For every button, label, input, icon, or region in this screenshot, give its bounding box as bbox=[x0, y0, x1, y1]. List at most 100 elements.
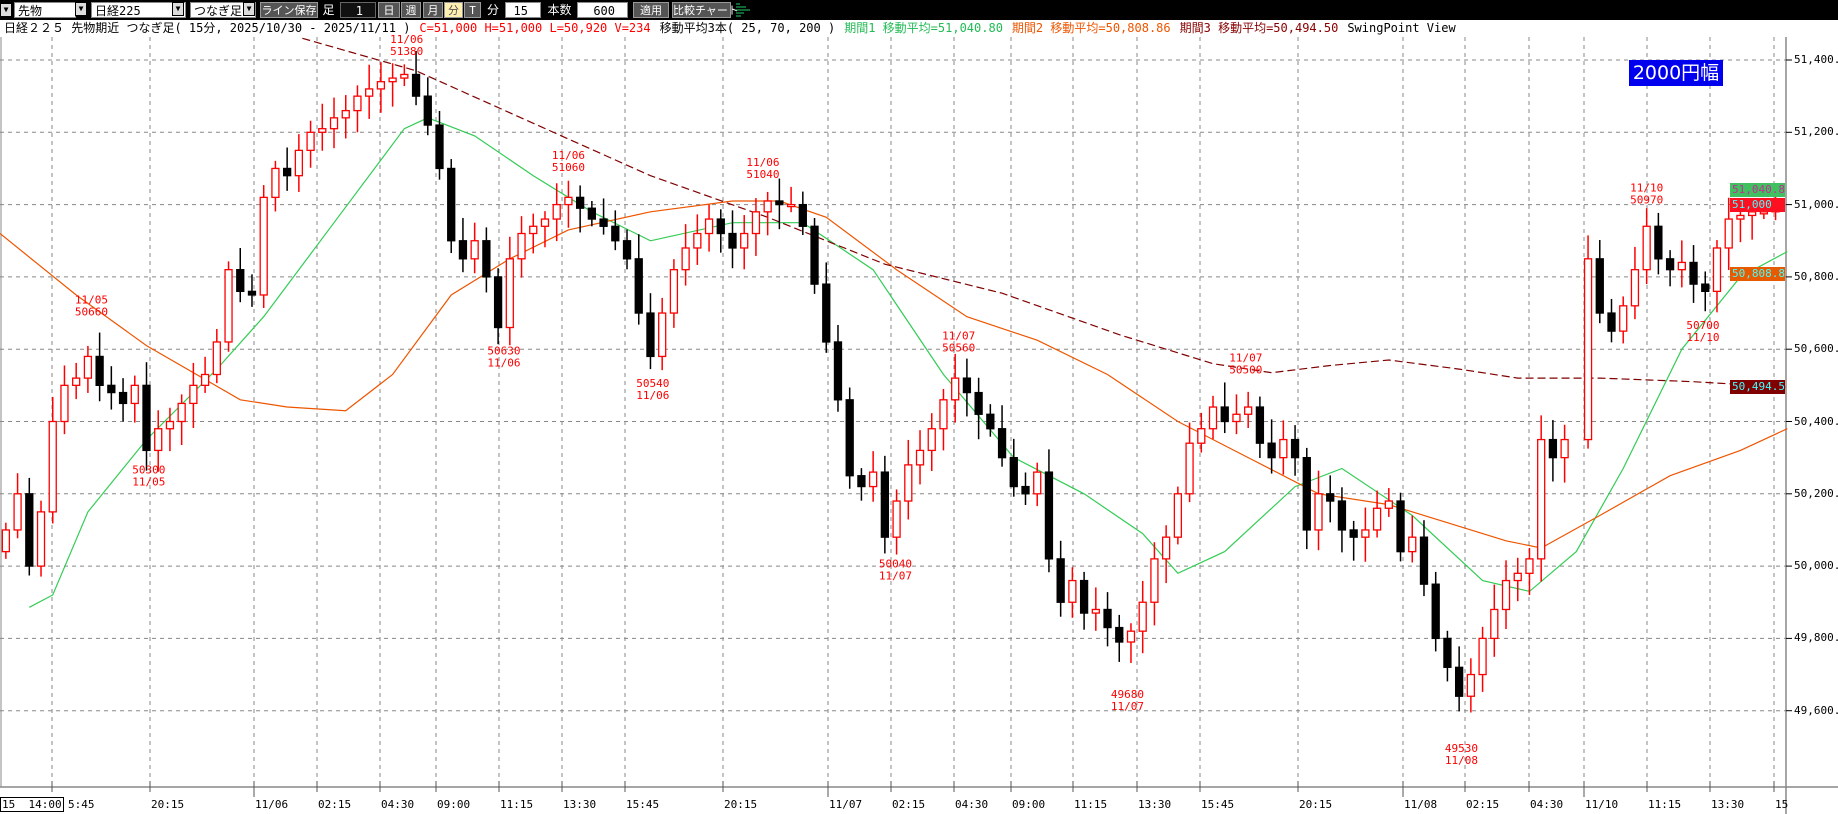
candle-body bbox=[974, 391, 983, 415]
candle-body bbox=[83, 355, 93, 379]
x-tick-label: 11/06 bbox=[255, 798, 289, 811]
swing-price-label: 50500 bbox=[1229, 363, 1262, 376]
week-button[interactable]: 週 bbox=[401, 2, 421, 18]
symbol-select[interactable]: 日経225 bbox=[91, 2, 186, 18]
candle-body bbox=[1208, 406, 1218, 430]
candle-body bbox=[1724, 218, 1733, 249]
candle bbox=[1267, 419, 1276, 474]
candle-body bbox=[107, 384, 116, 394]
ma3-readout: 期間3 移動平均=50,494.50 bbox=[1179, 21, 1339, 35]
candle-body bbox=[482, 240, 491, 278]
candle bbox=[1150, 542, 1159, 626]
candle bbox=[72, 362, 81, 400]
y-tick-label: 50,400.00 bbox=[1794, 414, 1838, 428]
candle bbox=[552, 183, 561, 242]
candle bbox=[1173, 486, 1183, 545]
chart-type-dropdown-icon[interactable]: ▼ bbox=[243, 2, 255, 16]
chart-type-select[interactable]: つなぎ足 bbox=[190, 2, 256, 18]
candle-body bbox=[1044, 471, 1054, 560]
candle-body bbox=[1466, 673, 1476, 697]
candle-body bbox=[282, 167, 292, 177]
candle-body bbox=[939, 399, 948, 430]
candle bbox=[48, 396, 57, 524]
candle bbox=[1220, 382, 1229, 434]
menu-dropdown-button[interactable]: ▼ bbox=[0, 3, 12, 17]
candle bbox=[165, 407, 175, 452]
candle bbox=[868, 451, 878, 502]
candle-body bbox=[693, 232, 702, 249]
candle-body bbox=[1021, 485, 1030, 495]
count-input[interactable]: 600 bbox=[577, 2, 628, 18]
candle bbox=[60, 365, 69, 435]
x-tick-label: 09:00 bbox=[1012, 798, 1046, 811]
candle-body bbox=[1033, 471, 1042, 495]
swing-price-label: 50660 bbox=[75, 306, 108, 319]
candle-body bbox=[1103, 608, 1112, 629]
candle bbox=[880, 455, 890, 554]
minute-interval-input[interactable]: 15 bbox=[505, 2, 541, 18]
candle-body bbox=[1607, 312, 1616, 332]
month-button[interactable]: 月 bbox=[423, 2, 443, 18]
swing-price-label: 51040 bbox=[746, 168, 779, 181]
candle bbox=[1103, 592, 1112, 647]
apply-button[interactable]: 適用 bbox=[633, 2, 669, 18]
candle bbox=[962, 358, 972, 417]
y-tick-label: 51,000.00 bbox=[1794, 197, 1838, 211]
indicator-list-icon[interactable] bbox=[736, 2, 750, 18]
swing-date-label: 11/06 bbox=[487, 356, 520, 369]
candle-body bbox=[622, 240, 632, 260]
swing-date-label: 11/06 bbox=[636, 389, 669, 402]
candle bbox=[1056, 540, 1065, 617]
candle-body bbox=[810, 225, 819, 285]
compare-chart-button[interactable]: 比較チャート bbox=[672, 2, 739, 18]
swing-price-label: 50700 bbox=[1686, 319, 1719, 332]
candle bbox=[1279, 420, 1288, 475]
candle-body bbox=[857, 475, 866, 488]
candle-body bbox=[1642, 225, 1651, 271]
candle-body bbox=[552, 203, 561, 220]
candle bbox=[599, 198, 608, 235]
candle bbox=[892, 489, 901, 555]
x-tick-label: 20:15 bbox=[724, 798, 758, 811]
ashi-input[interactable]: 1 bbox=[340, 2, 376, 18]
candle-body bbox=[1490, 608, 1499, 640]
chart-title: 日経２２５ 先物期近 つなぎ足( 15分, 2025/10/30 - 2025/… bbox=[4, 21, 411, 35]
candle bbox=[177, 394, 186, 445]
minute-button[interactable]: 分 bbox=[444, 2, 463, 18]
candle-body bbox=[154, 428, 163, 452]
swing-date-label: 11/07 bbox=[942, 330, 975, 343]
range-badge: 2000円幅 bbox=[1629, 60, 1723, 86]
day-button[interactable]: 日 bbox=[378, 2, 400, 18]
candle bbox=[365, 64, 374, 119]
candle-body bbox=[1126, 630, 1136, 643]
candle bbox=[634, 234, 643, 325]
ohlcv-readout: C=51,000 H=51,000 L=50,920 V=234 bbox=[419, 21, 651, 35]
candle bbox=[798, 191, 807, 235]
candle-body bbox=[1431, 583, 1440, 640]
candle-body bbox=[658, 312, 667, 358]
candle-body bbox=[294, 149, 304, 177]
market-select[interactable]: 先物 bbox=[14, 2, 76, 18]
candle-body bbox=[1290, 438, 1300, 459]
symbol-dropdown-icon[interactable]: ▼ bbox=[172, 2, 184, 16]
ashi-label: 足 bbox=[322, 3, 335, 17]
y-tick-label: 50,800.00 bbox=[1794, 269, 1838, 283]
candle-body bbox=[329, 117, 339, 130]
y-tick-label: 50,000.00 bbox=[1794, 559, 1838, 573]
candle bbox=[247, 274, 257, 307]
candle-body bbox=[1079, 579, 1089, 614]
candle bbox=[728, 210, 737, 269]
market-dropdown-icon[interactable]: ▼ bbox=[75, 2, 87, 16]
candle-body bbox=[271, 167, 280, 199]
swing-date-label: 11/05 bbox=[75, 294, 108, 307]
save-line-button[interactable]: ライン保存 bbox=[260, 2, 318, 18]
candle-body bbox=[493, 276, 503, 329]
candle bbox=[1021, 472, 1030, 506]
tick-button[interactable]: T bbox=[464, 2, 481, 18]
ma3-price-tag: 50,494.50 bbox=[1730, 380, 1785, 395]
candle bbox=[1138, 580, 1147, 654]
ma3-line bbox=[302, 37, 1788, 388]
candle-body bbox=[130, 384, 139, 405]
swing-date-label: 11/10 bbox=[1686, 331, 1719, 344]
